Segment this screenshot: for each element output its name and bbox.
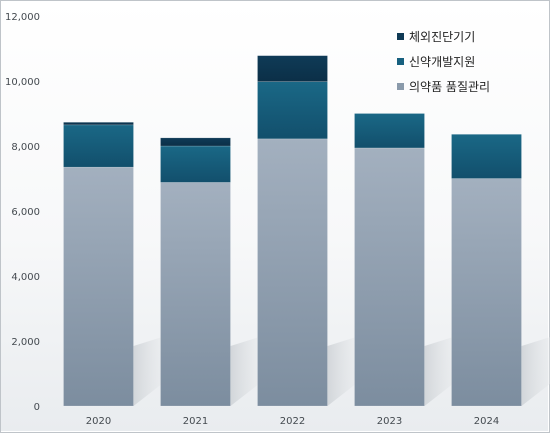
y-tick-label: 2,000	[11, 337, 40, 348]
bar-segment	[451, 178, 522, 407]
y-tick-label: 6,000	[11, 207, 40, 218]
bars	[63, 55, 522, 407]
bar-segment	[160, 137, 231, 147]
y-tick-label: 4,000	[11, 272, 40, 283]
bar-segment	[257, 55, 328, 82]
bar-segment	[63, 124, 134, 168]
bar-segment	[63, 166, 134, 407]
bar-segment	[160, 182, 231, 407]
bar-segment	[257, 138, 328, 407]
x-axis: 2020 2021 2022 2023 2024	[86, 416, 499, 427]
y-tick-label: 8,000	[11, 142, 40, 153]
y-tick-label: 0	[34, 402, 40, 413]
bar-segment	[451, 134, 522, 179]
bar-segment	[160, 145, 231, 183]
legend-swatch	[397, 58, 404, 65]
x-tick-label: 2022	[280, 416, 305, 427]
legend-label: 체외진단기기	[409, 30, 475, 44]
y-tick-label: 12,000	[5, 12, 40, 23]
y-axis: 0 2,000 4,000 6,000 8,000 10,000 12,000	[5, 12, 40, 413]
bar-shadow	[521, 337, 550, 406]
x-tick-label: 2021	[183, 416, 208, 427]
legend-label: 신약개발지원	[409, 54, 475, 69]
x-tick-label: 2020	[86, 416, 111, 427]
bar-segment	[257, 81, 328, 140]
bar-segment	[354, 113, 425, 149]
legend-swatch	[397, 33, 404, 40]
legend-label: 의약품 품질관리	[409, 79, 490, 94]
legend-swatch	[397, 83, 404, 90]
x-tick-label: 2024	[474, 416, 499, 427]
bar-segment	[63, 122, 134, 126]
x-tick-label: 2023	[377, 416, 402, 427]
y-tick-label: 10,000	[5, 77, 40, 88]
bar-segment	[354, 147, 425, 407]
